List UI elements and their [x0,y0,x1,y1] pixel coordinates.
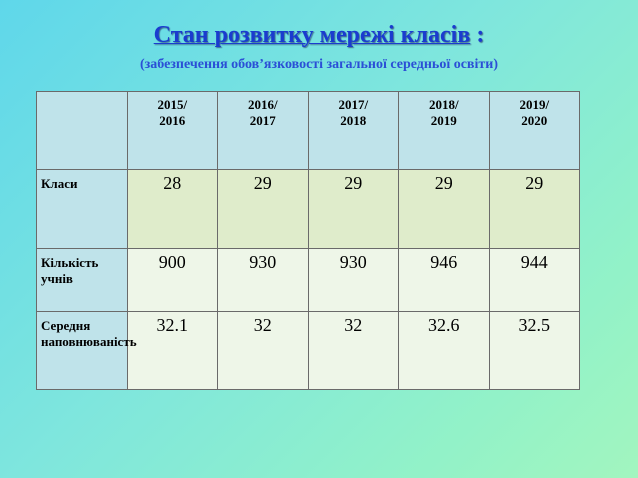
row-label-students: Кількість учнів [36,248,128,312]
table-header-row: 2015/2016 2016/2017 2017/2018 2018/2019 … [36,91,580,170]
row-label-average-fill: Середня наповнюваність [36,311,137,390]
row-label-text: наповнюваність [41,334,137,349]
row-label-classes: Класи [36,169,128,249]
year-line: 2018/ [428,97,459,112]
slide-title: Стан розвитку мережі класів : [0,22,638,49]
table-cell: 29 [307,169,399,249]
table-row-average-fill: Середня наповнюваність 32.1 32 32 32.6 32… [36,311,580,390]
table-cell: 930 [217,248,309,312]
table-cell: 900 [126,248,218,312]
title-main: Стан розвитку мережі класів [153,22,471,48]
slide-subtitle: (забезпечення обов’язковості загальної с… [139,57,498,72]
table-cell: 32 [217,311,309,390]
row-label-text: Класи [41,176,78,191]
table-cell: 29 [217,169,309,249]
classes-table: 2015/2016 2016/2017 2017/2018 2018/2019 … [36,91,580,390]
table-row-students: Кількість учнів 900 930 930 946 944 [36,248,580,312]
table-cell: 29 [488,169,580,249]
table-cell: 946 [398,248,490,312]
table-cell: 32.1 [126,311,218,390]
row-label-text: Середня [41,318,91,333]
header-year-2015-2016: 2015/2016 [126,91,218,170]
header-year-2018-2019: 2018/2019 [398,91,490,170]
table-cell: 29 [398,169,490,249]
year-line: 2018 [340,113,367,128]
year-line: 2017/ [338,97,369,112]
table-cell: 32.6 [398,311,490,390]
title-suffix: : [470,22,485,48]
header-year-2017-2018: 2017/2018 [307,91,399,170]
year-line: 2016/ [247,97,278,112]
table-cell: 32 [307,311,399,390]
header-year-2019-2020: 2019/2020 [488,91,580,170]
table-cell: 28 [126,169,218,249]
header-year-2016-2017: 2016/2017 [217,91,309,170]
table-cell: 944 [488,248,580,312]
row-label-text: Кількість учнів [41,255,99,286]
year-line: 2017 [249,113,276,128]
year-line: 2019 [430,113,457,128]
year-line: 2015/ [157,97,188,112]
table-cell: 32.5 [488,311,580,390]
year-line: 2019/ [519,97,550,112]
year-line: 2020 [521,113,548,128]
table-corner-cell [36,91,128,170]
table-cell: 930 [307,248,399,312]
table-row-classes: Класи 28 29 29 29 29 [36,169,580,249]
year-line: 2016 [159,113,186,128]
